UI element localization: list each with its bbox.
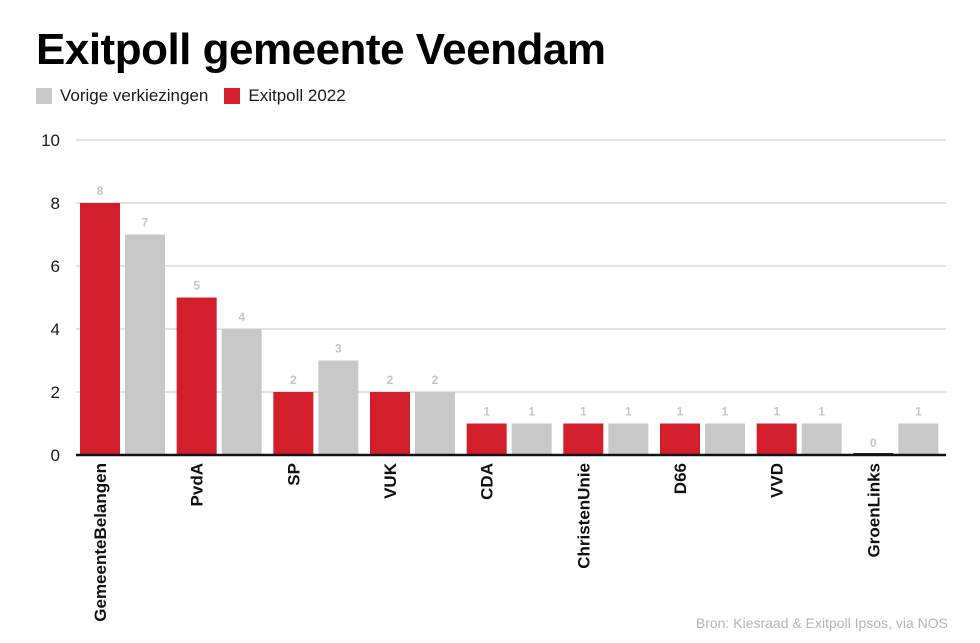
bar-exitpoll	[370, 392, 410, 455]
data-label: 1	[722, 405, 729, 419]
bar-previous	[415, 392, 455, 455]
legend-item-exitpoll: Exitpoll 2022	[224, 86, 346, 106]
chart-title: Exitpoll gemeente Veendam	[36, 25, 606, 74]
bar-previous	[705, 423, 745, 455]
bar-previous	[125, 234, 165, 455]
bar-previous	[221, 329, 262, 455]
y-tick-label: 6	[51, 257, 60, 276]
x-category-label: ChristenUnie	[574, 463, 593, 569]
legend-label-previous: Vorige verkiezingen	[60, 86, 209, 105]
data-label: 8	[97, 184, 104, 198]
data-label: 1	[818, 405, 825, 419]
x-category-label: CDA	[478, 463, 497, 500]
y-tick-label: 2	[51, 383, 60, 402]
data-label: 2	[432, 373, 439, 387]
y-tick-label: 4	[51, 320, 60, 339]
bar-previous	[318, 360, 359, 455]
legend: Vorige verkiezingen Exitpoll 2022	[36, 86, 362, 106]
bar-exitpoll	[466, 423, 507, 455]
data-label: 1	[483, 405, 490, 419]
x-category-label: GroenLinks	[864, 463, 883, 557]
x-category-label: PvdA	[188, 463, 207, 506]
y-tick-label: 0	[51, 446, 60, 465]
x-category-label: VUK	[381, 462, 400, 499]
bar-exitpoll	[273, 392, 314, 455]
bar-previous	[801, 423, 842, 455]
data-label: 3	[335, 342, 342, 356]
data-label: 2	[290, 373, 297, 387]
bar-exitpoll	[80, 203, 120, 455]
data-label: 2	[387, 373, 394, 387]
bar-previous	[511, 423, 552, 455]
bar-exitpoll	[756, 423, 797, 455]
data-label: 4	[238, 310, 245, 324]
bar-exitpoll	[176, 297, 217, 455]
data-label: 1	[915, 405, 922, 419]
legend-swatch-exitpoll	[224, 88, 241, 104]
data-label: 7	[142, 216, 149, 230]
bar-exitpoll	[563, 423, 604, 455]
data-label: 1	[580, 405, 587, 419]
x-category-label: GemeenteBelangen	[91, 463, 110, 622]
source-note: Bron: Kiesraad & Exitpoll Ipsos, via NOS	[695, 615, 948, 631]
legend-swatch-previous	[36, 88, 52, 104]
data-label: 1	[625, 405, 632, 419]
bar-previous	[898, 423, 939, 455]
y-tick-label: 10	[41, 131, 60, 150]
data-label: 1	[677, 405, 684, 419]
legend-label-exitpoll: Exitpoll 2022	[248, 86, 346, 105]
x-category-label: SP	[284, 463, 303, 486]
x-category-label: VVD	[768, 463, 787, 498]
data-label: 1	[528, 405, 535, 419]
bar-previous	[608, 423, 649, 455]
x-category-label: D66	[671, 463, 690, 494]
data-label: 5	[193, 279, 200, 293]
legend-item-previous: Vorige verkiezingen	[36, 86, 208, 106]
bar-exitpoll	[660, 423, 700, 455]
y-tick-label: 8	[51, 194, 60, 213]
data-label: 0	[870, 436, 877, 450]
data-label: 1	[773, 405, 780, 419]
